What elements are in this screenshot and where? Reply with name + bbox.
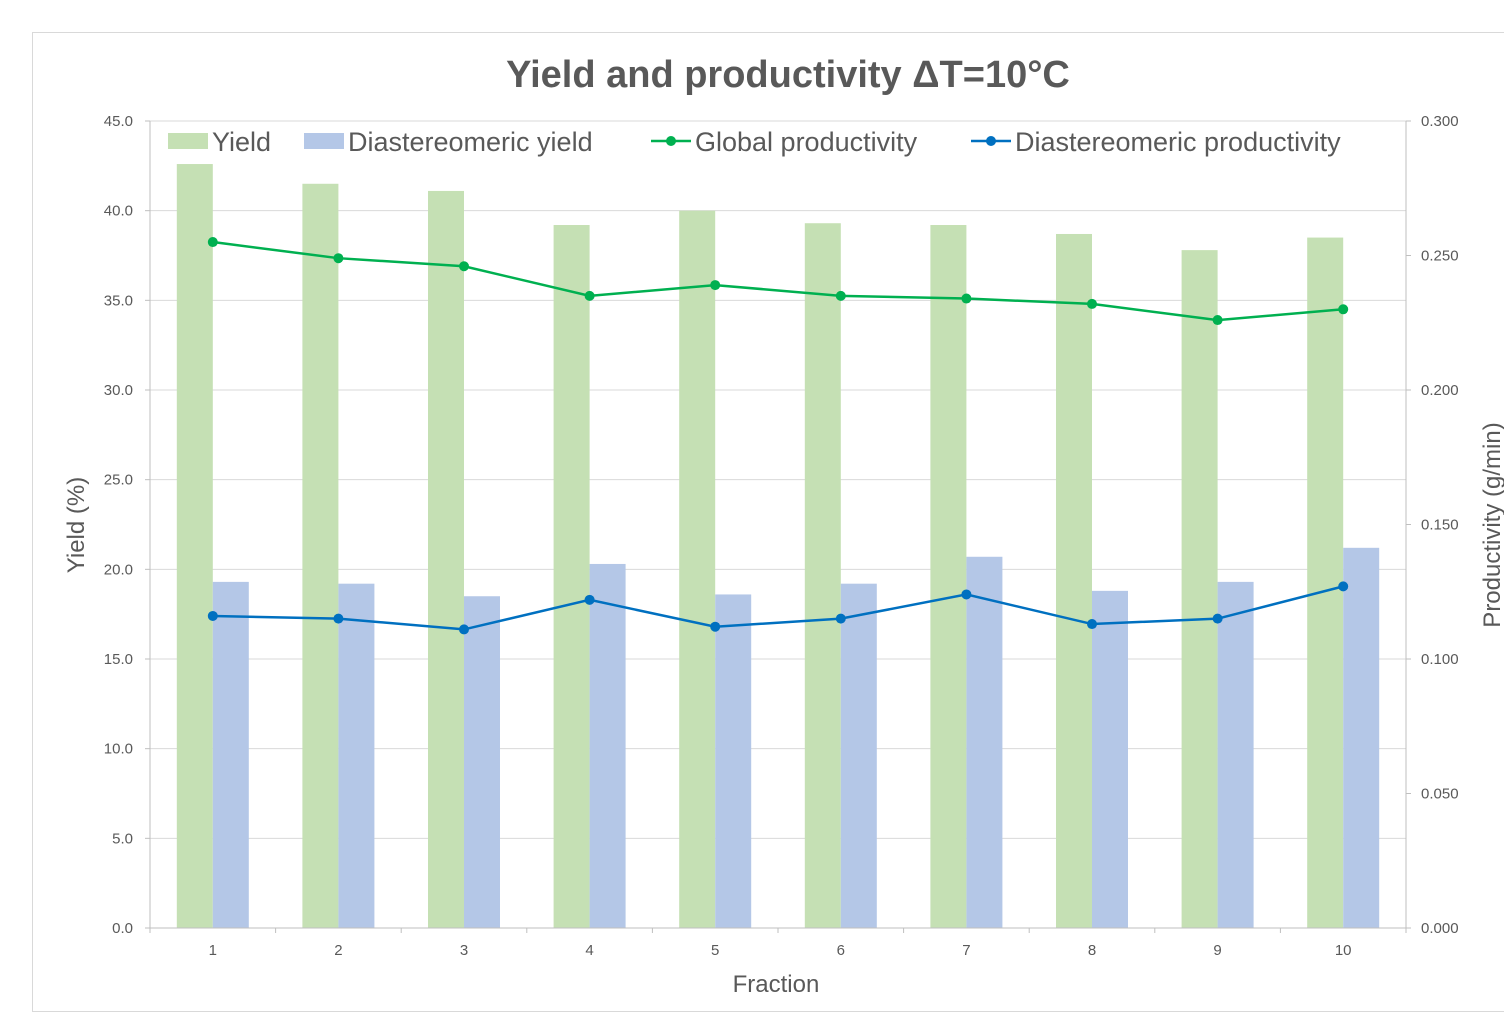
point-global-productivity bbox=[835, 290, 846, 301]
lines-group bbox=[207, 237, 1349, 635]
y2-axis-title: Productivity (g/min) bbox=[1479, 422, 1504, 627]
bar-diastereomeric-yield bbox=[338, 583, 375, 928]
y-tick-label: 20.0 bbox=[104, 561, 133, 578]
x-axis-title: Fraction bbox=[733, 971, 820, 997]
y-tick-label: 45.0 bbox=[104, 113, 133, 130]
point-global-productivity bbox=[207, 237, 218, 248]
bar-diastereomeric-yield bbox=[464, 596, 500, 928]
point-global-productivity bbox=[1087, 298, 1097, 309]
point-global-productivity bbox=[1338, 304, 1349, 315]
point-diastereomeric-productivity bbox=[333, 613, 344, 624]
bar-yield bbox=[1056, 233, 1092, 929]
x-tick-label: 8 bbox=[1088, 942, 1096, 959]
legend-label-global-productivity: Global productivity bbox=[695, 127, 918, 157]
y-tick-label: 40.0 bbox=[104, 203, 133, 220]
y-tick-label: 0.0 bbox=[112, 920, 133, 937]
y2-tick-label: 0.250 bbox=[1421, 248, 1459, 265]
y-axis-title: Yield (%) bbox=[63, 477, 90, 573]
y-tick-label: 15.0 bbox=[104, 651, 133, 668]
bar-yield bbox=[679, 210, 716, 928]
point-diastereomeric-productivity bbox=[1087, 619, 1097, 630]
x-tick-label: 2 bbox=[334, 942, 342, 959]
legend-label-yield: Yield bbox=[212, 127, 271, 157]
point-diastereomeric-productivity bbox=[1338, 581, 1349, 592]
legend-swatch-yield bbox=[168, 133, 208, 149]
point-diastereomeric-productivity bbox=[961, 589, 972, 600]
bar-yield bbox=[1307, 237, 1344, 929]
y2-tick-label: 0.000 bbox=[1421, 920, 1459, 937]
point-global-productivity bbox=[710, 280, 721, 291]
bar-yield bbox=[1181, 250, 1218, 928]
x-tick-label: 10 bbox=[1335, 942, 1352, 959]
bar-diastereomeric-yield bbox=[840, 583, 877, 928]
x-tick-label: 5 bbox=[711, 942, 719, 959]
line-global-productivity bbox=[212, 240, 1344, 322]
bar-diastereomeric-yield bbox=[1343, 547, 1380, 928]
y2-tick-label: 0.050 bbox=[1421, 786, 1459, 803]
point-global-productivity bbox=[1212, 315, 1223, 326]
bar-yield bbox=[302, 183, 339, 928]
point-diastereomeric-productivity bbox=[710, 621, 721, 632]
y2-tick-label: 0.200 bbox=[1421, 382, 1459, 399]
point-global-productivity bbox=[584, 290, 595, 301]
bar-yield bbox=[428, 190, 464, 928]
y-tick-label: 25.0 bbox=[104, 472, 133, 489]
x-tick-label: 9 bbox=[1213, 942, 1221, 959]
x-tick-label: 1 bbox=[209, 942, 217, 959]
legend: Yield Diastereomeric yield Global producti… bbox=[168, 127, 1341, 157]
line-diastereomeric-productivity bbox=[212, 585, 1344, 631]
axes-group bbox=[145, 120, 1411, 933]
bars-group bbox=[176, 164, 1380, 929]
tick-labels: 0.0 5.0 10.0 15.0 20.0 25.0 30.0 35.0 40.0 45.0 0.… bbox=[104, 113, 1459, 959]
point-global-productivity bbox=[333, 253, 344, 264]
point-diastereomeric-productivity bbox=[207, 610, 218, 621]
y2-tick-label: 0.100 bbox=[1421, 651, 1459, 668]
x-tick-label: 7 bbox=[962, 942, 970, 959]
x-tick-label: 6 bbox=[837, 942, 845, 959]
bar-yield bbox=[176, 164, 213, 929]
point-diastereomeric-productivity bbox=[584, 594, 595, 605]
y2-tick-label: 0.150 bbox=[1421, 517, 1459, 534]
x-tick-label: 3 bbox=[460, 942, 468, 959]
y2-tick-label: 0.300 bbox=[1421, 113, 1459, 130]
legend-swatch-diastereomeric-yield bbox=[304, 133, 344, 149]
point-diastereomeric-productivity bbox=[835, 613, 846, 624]
legend-label-diastereomeric-yield: Diastereomeric yield bbox=[348, 127, 593, 157]
point-global-productivity bbox=[961, 293, 972, 304]
bar-diastereomeric-yield bbox=[589, 563, 626, 928]
legend-label-diastereomeric-productivity: Diastereomeric productivity bbox=[1015, 127, 1341, 157]
y-tick-label: 35.0 bbox=[104, 292, 133, 309]
bar-yield bbox=[804, 223, 841, 929]
x-tick-label: 4 bbox=[585, 942, 593, 959]
chart-container bbox=[32, 32, 1504, 1012]
y-tick-label: 10.0 bbox=[104, 741, 133, 758]
legend-marker-diastereomeric-productivity bbox=[986, 136, 996, 146]
bar-diastereomeric-yield bbox=[1092, 590, 1128, 928]
bar-yield bbox=[930, 225, 967, 929]
chart-title: Yield and productivity ΔT=10°C bbox=[506, 54, 1070, 96]
legend-marker-global-productivity bbox=[666, 136, 676, 146]
y-tick-label: 30.0 bbox=[104, 382, 133, 399]
point-diastereomeric-productivity bbox=[459, 624, 469, 635]
bar-yield bbox=[553, 225, 590, 929]
y-tick-label: 5.0 bbox=[112, 830, 133, 847]
bar-diastereomeric-yield bbox=[966, 556, 1003, 928]
bar-diastereomeric-yield bbox=[1217, 581, 1254, 928]
bar-diastereomeric-yield bbox=[715, 594, 752, 928]
point-diastereomeric-productivity bbox=[1212, 613, 1223, 624]
point-global-productivity bbox=[459, 261, 469, 272]
bar-diastereomeric-yield bbox=[212, 581, 249, 928]
